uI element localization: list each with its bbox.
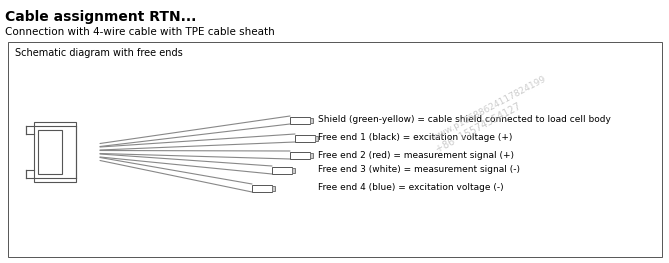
Bar [292,168,295,173]
Bar [34,122,76,182]
Bar [272,166,292,174]
Bar [38,130,62,174]
Text: Free end 3 (white) = measurement signal (-): Free end 3 (white) = measurement signal … [318,165,520,174]
Text: Schematic diagram with free ends: Schematic diagram with free ends [15,48,183,58]
Bar [8,42,662,257]
Text: www.p10688624117824199: www.p10688624117824199 [432,74,548,142]
Text: Free end 2 (red) = measurement signal (+): Free end 2 (red) = measurement signal (+… [318,150,514,159]
Text: Free end 4 (blue) = excitation voltage (-): Free end 4 (blue) = excitation voltage (… [318,184,504,193]
Bar [252,185,272,191]
Bar [315,135,318,140]
Bar [290,151,310,159]
Bar [310,118,313,123]
Bar [272,185,275,190]
Text: Free end 1 (black) = excitation voltage (+): Free end 1 (black) = excitation voltage … [318,134,512,143]
Text: Connection with 4-wire cable with TPE cable sheath: Connection with 4-wire cable with TPE ca… [5,27,275,37]
Text: Shield (green-yellow) = cable shield connected to load cell body: Shield (green-yellow) = cable shield con… [318,115,611,124]
Bar [295,134,315,141]
Bar [290,117,310,124]
Bar [310,153,313,158]
Text: +86  15574554127: +86 15574554127 [434,101,522,155]
Text: Cable assignment RTN...: Cable assignment RTN... [5,10,197,24]
